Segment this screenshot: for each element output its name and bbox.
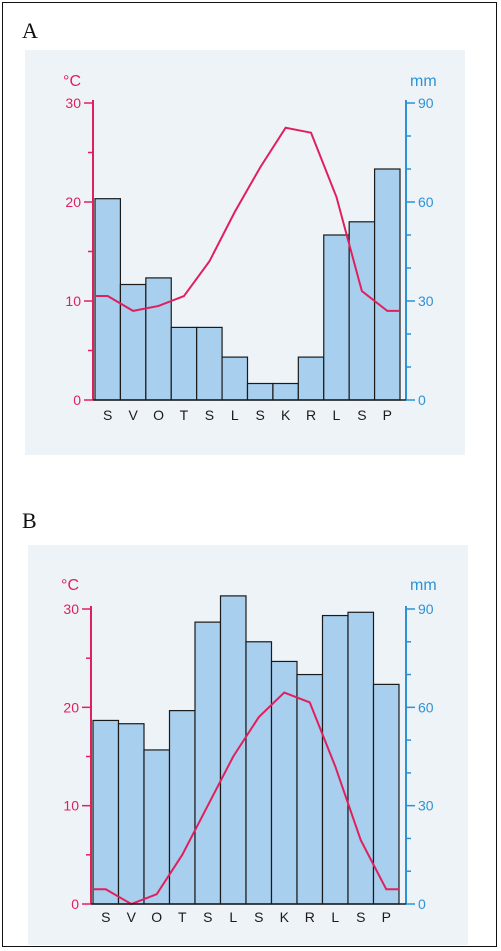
chart-b-left-tick-label: 30 — [63, 601, 79, 617]
chart-a-month-label: L — [231, 407, 239, 423]
chart-b-bar — [270, 660, 298, 905]
chart-a-bar — [246, 382, 274, 401]
chart-b-month-label: T — [178, 909, 187, 925]
chart-a-right-tick-label: 30 — [418, 293, 434, 309]
chart-a-bar — [373, 168, 401, 401]
chart-b-bar — [168, 710, 196, 905]
chart-b-month-label: V — [127, 909, 137, 925]
chart-a-temperature-line — [95, 126, 400, 312]
chart-b-month-label: S — [101, 909, 110, 925]
chart-a-month-label: K — [281, 407, 291, 423]
chart-a-right-tick-label: 60 — [418, 194, 434, 210]
chart-a-right-tick-label: 90 — [418, 95, 434, 111]
panel-label-b: B — [22, 508, 37, 533]
chart-b-month-label: L — [331, 909, 339, 925]
chart-b-month-label: R — [305, 909, 315, 925]
chart-b-bar — [347, 611, 375, 905]
chart-b-bar — [117, 723, 145, 905]
chart-b-bar — [321, 614, 349, 905]
chart-a-right-tick-label: 0 — [418, 392, 426, 408]
chart-b-month-label: S — [203, 909, 212, 925]
chart-a-bar — [297, 356, 325, 401]
chart-a-month-label: O — [153, 407, 164, 423]
chart-a-bar — [272, 382, 299, 401]
chart-a-bar — [145, 277, 172, 401]
chart-a-left-tick-label: 10 — [65, 293, 81, 309]
chart-b-left-tick-label: 10 — [63, 798, 79, 814]
chart-b-left-tick-label: 20 — [63, 699, 79, 715]
chart-a-bar — [170, 326, 198, 401]
chart-b-temperature-line — [93, 691, 399, 906]
chart-b-left-tick-label: 0 — [71, 896, 79, 912]
chart-a-bar — [221, 356, 249, 401]
chart-a-month-label: R — [306, 407, 316, 423]
chart-b-month-label: S — [254, 909, 263, 925]
chart-a-bar — [196, 326, 223, 401]
chart-a-month-label: S — [256, 407, 265, 423]
chart-b-right-unit: mm — [410, 577, 437, 594]
chart-a-month-label: P — [383, 407, 392, 423]
chart-a-month-label: V — [128, 407, 138, 423]
panel-label-a: A — [22, 18, 38, 43]
chart-a-bar — [119, 283, 147, 401]
chart-b-left-unit: °C — [61, 577, 79, 594]
chart-b-right-tick-label: 90 — [418, 601, 434, 617]
chart-a-left-tick-label: 30 — [65, 95, 81, 111]
chart-b-month-label: L — [229, 909, 237, 925]
chart-a-month-label: S — [205, 407, 214, 423]
chart-b-bar — [143, 749, 171, 905]
chart-b-bar — [92, 719, 120, 905]
chart-a-month-label: S — [357, 407, 366, 423]
chart-b-right-tick-label: 0 — [418, 896, 426, 912]
chart-b-right-tick-label: 30 — [418, 798, 434, 814]
chart-a-month-label: L — [333, 407, 341, 423]
chart-a-month-label: T — [180, 407, 189, 423]
chart-b-bar — [245, 641, 273, 905]
chart-b-bar — [219, 595, 247, 905]
chart-a-left-tick-label: 20 — [65, 194, 81, 210]
chart-a-left-tick-label: 0 — [73, 392, 81, 408]
chart-b-month-label: P — [382, 909, 391, 925]
chart-a-right-unit: mm — [410, 73, 437, 90]
chart-b-bar — [194, 621, 222, 905]
chart-b-bar — [296, 673, 324, 905]
chart-a-left-unit: °C — [63, 73, 81, 90]
chart-a-bar — [323, 234, 350, 401]
chart-a-bar — [94, 198, 122, 401]
chart-b-month-label: K — [280, 909, 290, 925]
chart-a-month-label: S — [103, 407, 112, 423]
chart-b-right-tick-label: 60 — [418, 699, 434, 715]
chart-a-bar — [348, 221, 376, 401]
chart-b-month-label: O — [151, 909, 162, 925]
chart-b-month-label: S — [356, 909, 365, 925]
